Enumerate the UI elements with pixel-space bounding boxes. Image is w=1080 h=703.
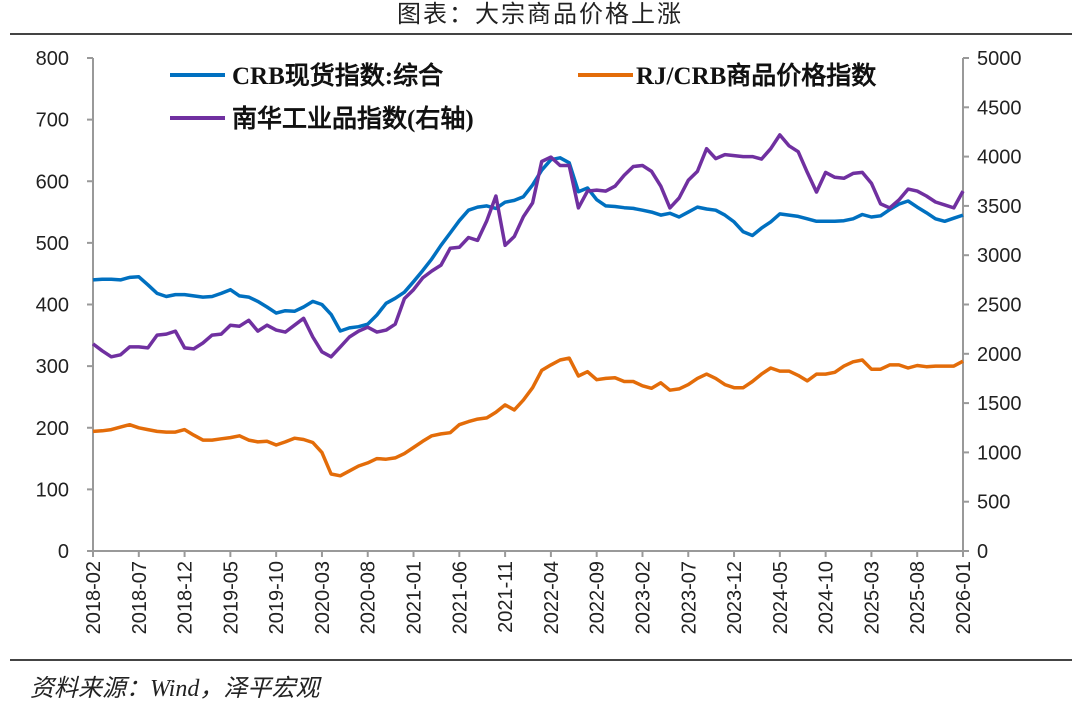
series-line-3 (91, 133, 965, 359)
right-tick-label: 1500 (977, 393, 1022, 415)
left-tick-label: 800 (36, 48, 69, 70)
x-tick-label: 2026-01 (953, 561, 975, 634)
right-tick-label: 0 (977, 541, 988, 563)
right-tick-label: 5000 (977, 48, 1022, 70)
x-tick-label: 2018-07 (129, 561, 151, 634)
x-tick-label: 2020-03 (312, 561, 334, 634)
legend-label-3: 南华工业品指数(右轴) (232, 104, 474, 133)
left-tick-label: 500 (36, 233, 69, 255)
x-tick-label: 2020-08 (358, 561, 380, 634)
right-tick-label: 4500 (977, 97, 1022, 119)
x-tick-label: 2019-10 (266, 561, 288, 634)
x-tick-label: 2018-12 (175, 561, 197, 634)
right-tick-label: 3500 (977, 196, 1022, 218)
right-tick-label: 2000 (977, 344, 1022, 366)
series-line-2 (92, 356, 964, 478)
right-tick-label: 1000 (977, 442, 1022, 464)
legend-label-2: RJ/CRB商品价格指数 (636, 61, 877, 90)
left-tick-label: 200 (36, 418, 69, 440)
legend-label-1: CRB现货指数:综合 (232, 61, 444, 90)
x-tick-label: 2023-12 (724, 561, 746, 634)
right-tick-label: 500 (977, 492, 1010, 514)
x-tick-label: 2025-03 (861, 561, 883, 634)
x-tick-label: 2022-09 (587, 561, 609, 634)
x-tick-label: 2023-07 (678, 561, 700, 634)
x-tick-label: 2023-02 (632, 561, 654, 634)
x-tick-label: 2018-02 (83, 561, 105, 634)
right-tick-label: 3000 (977, 245, 1022, 267)
left-tick-label: 700 (36, 110, 69, 132)
left-tick-label: 600 (36, 171, 69, 193)
x-tick-label: 2024-05 (770, 561, 792, 634)
left-tick-label: 400 (36, 295, 69, 317)
x-tick-label: 2019-05 (220, 561, 242, 634)
series-line-1 (92, 156, 964, 333)
x-tick-label: 2024-10 (816, 561, 838, 634)
x-tick-label: 2022-04 (541, 561, 563, 634)
x-tick-label: 2025-08 (907, 561, 929, 634)
top-divider (10, 33, 1072, 35)
x-tick-label: 2021-06 (449, 561, 471, 634)
x-tick-label: 2021-01 (404, 561, 426, 634)
chart-title: 图表：大宗商品价格上涨 (397, 2, 683, 28)
bottom-divider (10, 659, 1072, 661)
left-tick-label: 100 (36, 479, 69, 501)
x-tick-label: 2021-11 (495, 561, 517, 633)
left-tick-label: 0 (58, 541, 69, 563)
right-tick-label: 2500 (977, 295, 1022, 317)
right-tick-label: 4000 (977, 147, 1022, 169)
source-note: 资料来源：Wind，泽平宏观 (30, 676, 320, 702)
left-tick-label: 300 (36, 356, 69, 378)
